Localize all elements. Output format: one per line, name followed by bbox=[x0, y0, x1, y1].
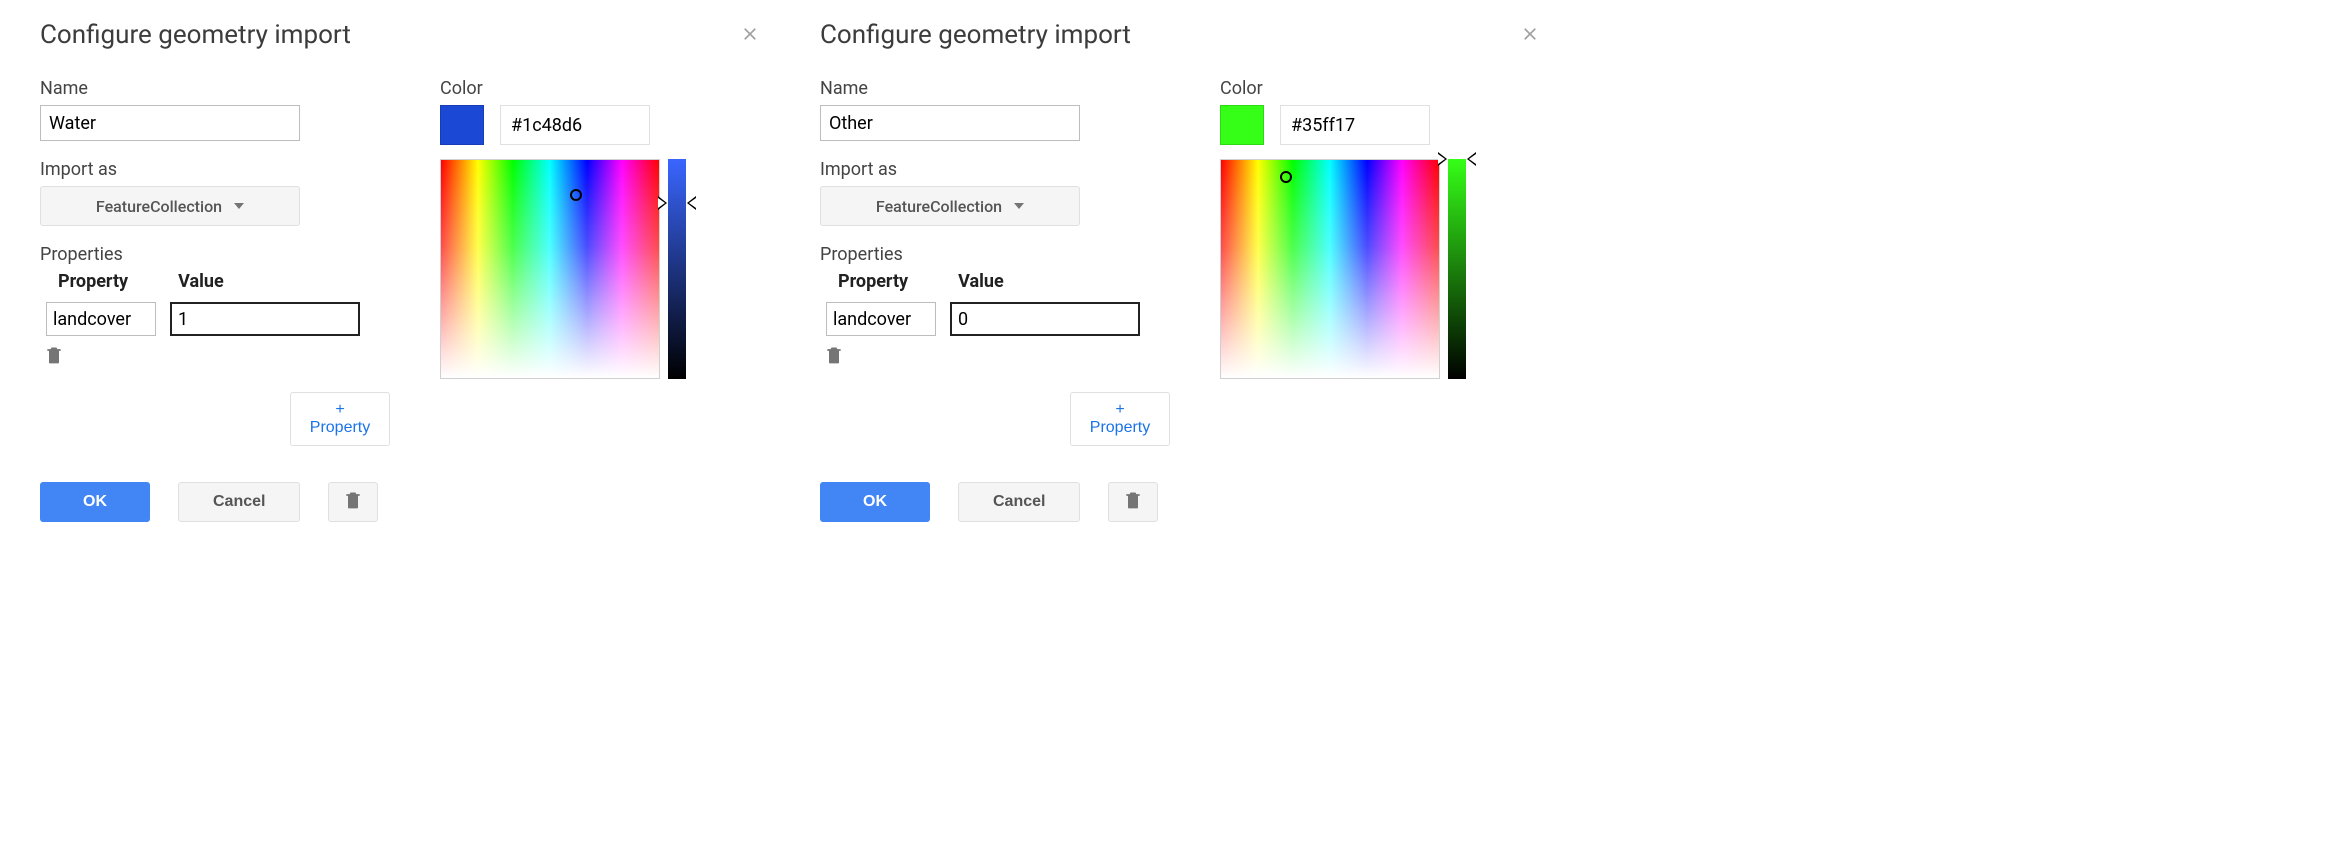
hue-slider[interactable] bbox=[1448, 159, 1466, 379]
trash-icon bbox=[343, 498, 363, 515]
import-as-value: FeatureCollection bbox=[876, 197, 1002, 216]
color-label: Color bbox=[440, 78, 740, 99]
name-input[interactable] bbox=[40, 105, 300, 141]
hue-thumb-right-icon bbox=[1467, 152, 1476, 166]
geometry-import-dialog: Configure geometry import Name Import as… bbox=[40, 20, 760, 522]
cancel-button[interactable]: Cancel bbox=[178, 482, 300, 522]
hue-slider-track bbox=[668, 159, 686, 379]
chevron-down-icon bbox=[234, 203, 244, 209]
import-as-value: FeatureCollection bbox=[96, 197, 222, 216]
trash-icon bbox=[1123, 498, 1143, 515]
close-icon[interactable] bbox=[740, 24, 760, 48]
delete-button[interactable] bbox=[328, 482, 378, 522]
delete-property-icon[interactable] bbox=[44, 344, 390, 370]
property-value-input[interactable] bbox=[170, 302, 360, 336]
hue-thumb-right-icon bbox=[687, 196, 696, 210]
delete-property-icon[interactable] bbox=[824, 344, 1170, 370]
color-saturation-panel[interactable] bbox=[1220, 159, 1440, 379]
dialog-title: Configure geometry import bbox=[820, 20, 1540, 50]
name-input[interactable] bbox=[820, 105, 1080, 141]
hue-slider[interactable] bbox=[668, 159, 686, 379]
ok-button[interactable]: OK bbox=[820, 482, 930, 522]
property-row bbox=[40, 302, 390, 336]
ok-button[interactable]: OK bbox=[40, 482, 150, 522]
import-as-select[interactable]: FeatureCollection bbox=[820, 186, 1080, 226]
property-row bbox=[820, 302, 1170, 336]
chevron-down-icon bbox=[1014, 203, 1024, 209]
property-key-input[interactable] bbox=[826, 302, 936, 336]
import-as-select[interactable]: FeatureCollection bbox=[40, 186, 300, 226]
sv-cursor[interactable] bbox=[1280, 171, 1292, 183]
color-label: Color bbox=[1220, 78, 1520, 99]
properties-header-property: Property bbox=[58, 271, 128, 292]
name-label: Name bbox=[40, 78, 390, 99]
delete-button[interactable] bbox=[1108, 482, 1158, 522]
properties-header-value: Value bbox=[178, 271, 224, 292]
add-property-button[interactable]: + Property bbox=[1070, 392, 1170, 446]
dialog-title: Configure geometry import bbox=[40, 20, 760, 50]
close-icon[interactable] bbox=[1520, 24, 1540, 48]
properties-header-property: Property bbox=[838, 271, 908, 292]
hue-slider-track bbox=[1448, 159, 1466, 379]
color-hex-input[interactable] bbox=[1280, 105, 1430, 145]
import-as-label: Import as bbox=[40, 159, 390, 180]
color-saturation-panel[interactable] bbox=[440, 159, 660, 379]
color-hex-input[interactable] bbox=[500, 105, 650, 145]
import-as-label: Import as bbox=[820, 159, 1170, 180]
name-label: Name bbox=[820, 78, 1170, 99]
geometry-import-dialog: Configure geometry import Name Import as… bbox=[820, 20, 1540, 522]
property-value-input[interactable] bbox=[950, 302, 1140, 336]
properties-label: Properties bbox=[820, 244, 1170, 265]
hue-thumb-left-icon bbox=[1438, 152, 1447, 166]
properties-label: Properties bbox=[40, 244, 390, 265]
color-swatch bbox=[1220, 105, 1264, 145]
cancel-button[interactable]: Cancel bbox=[958, 482, 1080, 522]
color-swatch bbox=[440, 105, 484, 145]
sv-cursor[interactable] bbox=[570, 189, 582, 201]
properties-header-value: Value bbox=[958, 271, 1004, 292]
hue-thumb-left-icon bbox=[658, 196, 667, 210]
add-property-button[interactable]: + Property bbox=[290, 392, 390, 446]
property-key-input[interactable] bbox=[46, 302, 156, 336]
